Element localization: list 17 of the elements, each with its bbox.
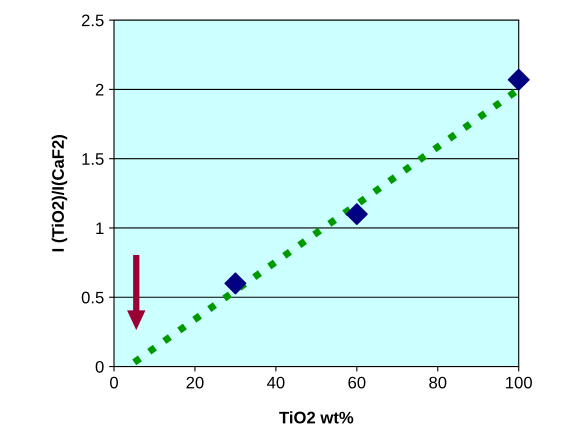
y-tick-label: 1.5	[82, 153, 104, 165]
y-axis-title: I (TiO2)/I(CaF2)	[52, 135, 68, 252]
y-tick-label: 2	[96, 84, 104, 96]
x-tick-label: 0	[110, 376, 118, 389]
point	[508, 68, 530, 91]
x-tick-label: 40	[266, 376, 284, 389]
x-axis-title: TiO2 wt%	[279, 411, 354, 424]
y-tick-label: 0.5	[82, 292, 104, 304]
point	[346, 203, 368, 226]
y-tick-label: 0	[96, 360, 104, 373]
x-tick-label: 60	[348, 376, 366, 389]
point	[224, 272, 246, 294]
y-tick-label: 2.5	[82, 14, 104, 26]
x-tick-label: 80	[429, 376, 446, 389]
x-tick-label: 20	[186, 376, 204, 389]
y-tick-label: 1	[96, 222, 104, 234]
x-tick-label: 100	[506, 376, 532, 389]
